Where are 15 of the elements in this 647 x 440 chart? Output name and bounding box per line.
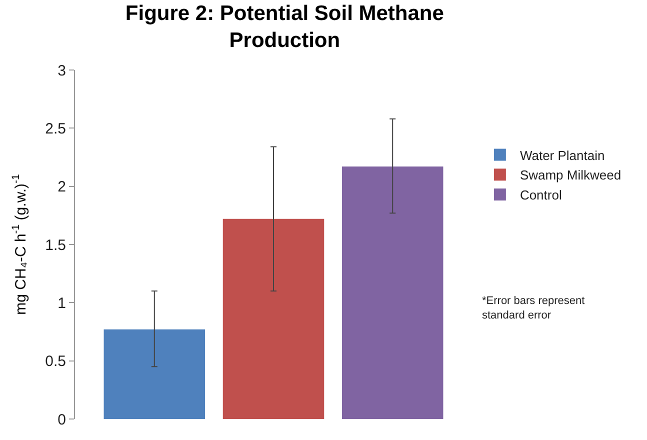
bar [222,218,324,419]
legend-label: Swamp Milkweed [520,168,622,183]
chart-title: Figure 2: Potential Soil Methane Production [125,2,444,52]
legend-label: Water Plantain [520,148,605,163]
bar [104,329,206,419]
y-tick-label: 3 [58,62,66,80]
y-tick-label: 2 [58,178,66,196]
y-tick-label: 2.5 [45,120,66,138]
y-tick-label: 0.5 [45,353,66,370]
legend-label: Control [520,188,562,203]
text: *Error bars represent standard error [482,295,585,322]
y-tick-label: 0 [58,411,66,428]
y-tick-label: 1 [58,294,66,312]
y-tick-label: 1.5 [45,236,66,254]
bar [342,166,444,419]
